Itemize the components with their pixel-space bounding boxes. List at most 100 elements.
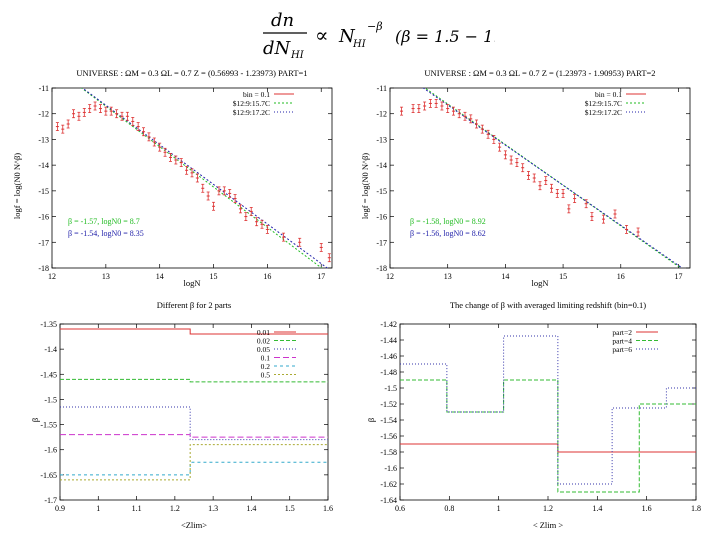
y-tick-label: -1.55 bbox=[40, 421, 57, 430]
data-point bbox=[498, 142, 502, 152]
series-line bbox=[60, 461, 328, 476]
y-tick-label: -1.52 bbox=[380, 400, 397, 409]
x-tick-label: 17 bbox=[317, 272, 325, 281]
x-tick-label: 14 bbox=[156, 272, 164, 281]
legend-label: 0.5 bbox=[261, 371, 271, 380]
y-tick-label: -18 bbox=[38, 264, 49, 273]
data-point bbox=[298, 237, 302, 247]
legend-label: 0.02 bbox=[257, 337, 270, 346]
data-point bbox=[168, 153, 172, 162]
y-tick-label: -1.42 bbox=[380, 320, 397, 329]
data-point bbox=[428, 99, 432, 108]
series-line bbox=[60, 378, 328, 383]
legend-label: bin = 0.1 bbox=[595, 90, 622, 99]
chart-title: UNIVERSE : ΩM = 0.3 ΩL = 0.7 Z = (1.2397… bbox=[424, 68, 655, 78]
chart-beta-vs-redshift: The change of β with averaged limiting r… bbox=[366, 300, 701, 530]
legend-label: 0.2 bbox=[261, 362, 271, 371]
y-tick-label: -15 bbox=[38, 187, 49, 196]
data-point bbox=[492, 135, 496, 144]
formula-proportional: ∝ bbox=[315, 25, 329, 47]
x-tick-label: 15 bbox=[210, 272, 218, 281]
formula-rhs-sub: HI bbox=[352, 39, 367, 50]
y-tick-label: -1.4 bbox=[44, 345, 57, 354]
x-tick-label: 1.2 bbox=[543, 504, 553, 513]
data-point bbox=[486, 129, 490, 139]
data-point bbox=[265, 225, 269, 234]
legend-label: part=4 bbox=[612, 337, 632, 346]
y-tick-label: -1.54 bbox=[380, 416, 397, 425]
formula-denominator-sub: HI bbox=[290, 50, 305, 61]
x-axis-label: <Zlim> bbox=[181, 520, 207, 530]
data-point bbox=[521, 163, 525, 173]
x-tick-label: 0.8 bbox=[444, 504, 454, 513]
legend-label: part=6 bbox=[612, 345, 632, 354]
data-point bbox=[480, 124, 484, 134]
x-tick-label: 0.9 bbox=[55, 504, 65, 513]
series-line bbox=[400, 379, 696, 493]
formula: dn dN HI ∝ N HI −β (β = 1.5 − 1.7) bbox=[263, 10, 495, 61]
y-tick-label: -14 bbox=[376, 161, 387, 170]
data-point bbox=[206, 191, 210, 201]
x-tick-label: 1.6 bbox=[323, 504, 333, 513]
x-tick-label: 17 bbox=[674, 272, 682, 281]
formula-denominator: dN bbox=[263, 38, 292, 59]
data-point bbox=[249, 207, 253, 216]
chart-part1-scatter: UNIVERSE : ΩM = 0.3 ΩL = 0.7 Z = (0.5699… bbox=[12, 68, 333, 288]
data-point bbox=[190, 168, 194, 178]
y-axis-label: logf = log(N0 N^β) bbox=[360, 153, 370, 219]
data-point bbox=[411, 104, 415, 113]
data-point bbox=[451, 106, 455, 116]
data-point bbox=[147, 132, 151, 142]
data-point bbox=[509, 155, 513, 165]
data-point bbox=[561, 189, 565, 198]
x-tick-label: 1 bbox=[96, 504, 100, 513]
data-point bbox=[550, 183, 554, 193]
data-point bbox=[238, 204, 242, 214]
data-point bbox=[423, 101, 427, 111]
data-point bbox=[567, 204, 571, 214]
x-tick-label: 1 bbox=[497, 504, 501, 513]
data-point bbox=[601, 214, 605, 224]
series-line bbox=[60, 328, 328, 335]
data-point bbox=[544, 176, 548, 185]
beta-annotation: β = -1.58, logN0 = 8.92 bbox=[410, 217, 486, 226]
data-point bbox=[61, 124, 65, 134]
legend-label: bin = 0.1 bbox=[243, 90, 270, 99]
y-tick-label: -13 bbox=[376, 135, 387, 144]
data-point bbox=[584, 199, 588, 209]
x-tick-label: 13 bbox=[444, 272, 452, 281]
data-point bbox=[233, 194, 237, 203]
data-point bbox=[526, 171, 530, 180]
data-point bbox=[260, 219, 264, 229]
x-tick-label: 1.2 bbox=[170, 504, 180, 513]
data-point bbox=[142, 127, 146, 137]
y-axis-label: β bbox=[30, 418, 40, 422]
formula-rhs-exp: −β bbox=[367, 20, 383, 33]
data-point bbox=[555, 189, 559, 198]
data-point bbox=[446, 104, 450, 113]
y-tick-label: -12 bbox=[376, 110, 387, 119]
y-axis-label: β bbox=[366, 418, 376, 422]
x-tick-label: 12 bbox=[386, 272, 394, 281]
data-point bbox=[255, 217, 259, 227]
beta-annotation: β = -1.57, logN0 = 8.7 bbox=[68, 217, 140, 226]
beta-annotation: β = -1.54, logN0 = 8.35 bbox=[68, 229, 144, 238]
y-tick-label: -1.65 bbox=[40, 471, 57, 480]
data-point bbox=[109, 106, 113, 116]
data-point bbox=[179, 158, 183, 167]
series-line bbox=[60, 444, 328, 481]
data-point bbox=[319, 243, 323, 252]
plot-area bbox=[400, 88, 684, 268]
x-tick-label: 1.8 bbox=[691, 504, 701, 513]
y-tick-label: -1.6 bbox=[384, 464, 397, 473]
beta-annotation: β = -1.56, logN0 = 8.62 bbox=[410, 229, 486, 238]
x-axis-label: logN bbox=[532, 278, 549, 288]
y-tick-label: -1.48 bbox=[380, 368, 397, 377]
y-tick-label: -17 bbox=[38, 238, 49, 247]
chart-title: UNIVERSE : ΩM = 0.3 ΩL = 0.7 Z = (0.5699… bbox=[76, 68, 307, 78]
legend-label: $12:9:15.7C bbox=[585, 99, 622, 108]
x-tick-label: 1.1 bbox=[132, 504, 142, 513]
legend-label: $12:9:17.2C bbox=[233, 108, 270, 117]
data-point bbox=[201, 183, 205, 193]
plot-frame bbox=[389, 87, 691, 269]
